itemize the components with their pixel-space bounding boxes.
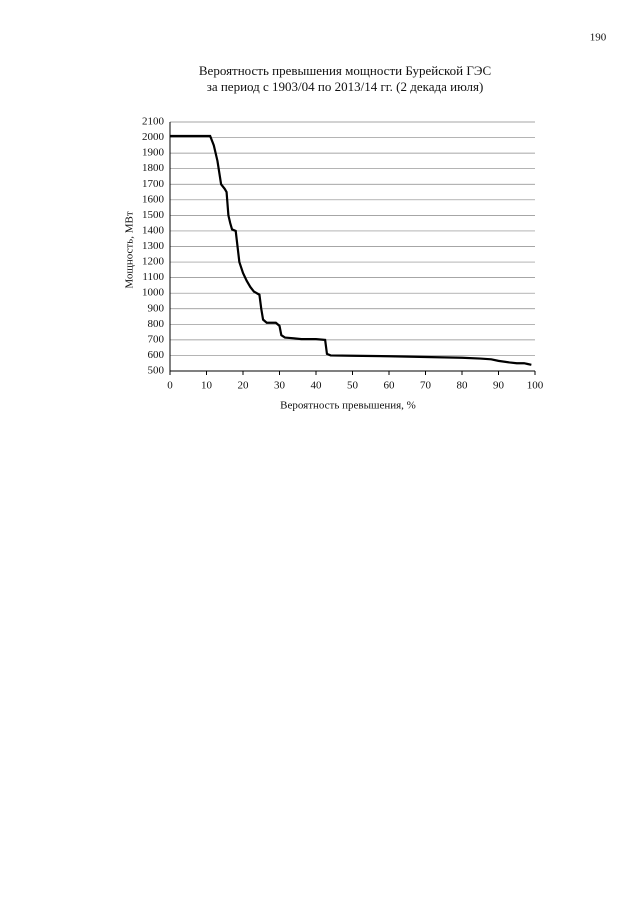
y-tick-label: 1600 [142, 193, 165, 205]
x-tick-label: 30 [274, 380, 286, 392]
x-tick-label: 80 [457, 380, 469, 392]
y-tick-label: 1000 [142, 287, 165, 299]
y-tick-label: 2000 [142, 131, 165, 143]
y-tick-label: 700 [148, 333, 165, 345]
y-tick-label: 1400 [142, 224, 165, 236]
x-tick-label: 70 [420, 380, 432, 392]
chart-title: Вероятность превышения мощности Бурейско… [199, 63, 491, 78]
x-tick-label: 90 [493, 380, 505, 392]
y-tick-label: 600 [148, 349, 165, 361]
x-tick-label: 60 [384, 380, 396, 392]
y-tick-label: 1200 [142, 256, 165, 268]
y-tick-label: 2100 [142, 116, 165, 128]
x-tick-label: 20 [238, 380, 250, 392]
x-tick-label: 50 [347, 380, 359, 392]
y-tick-label: 1800 [142, 162, 165, 174]
y-tick-label: 800 [148, 318, 165, 330]
y-tick-label: 1300 [142, 240, 165, 252]
y-tick-label: 1900 [142, 147, 165, 159]
x-axis-label: Вероятность превышения, % [280, 400, 416, 412]
y-axis-label: Мощность, МВт [124, 211, 136, 288]
x-tick-label: 0 [167, 380, 173, 392]
x-tick-label: 40 [311, 380, 323, 392]
y-tick-label: 1100 [142, 271, 164, 283]
y-tick-label: 1700 [142, 178, 165, 190]
page-number: 190 [590, 32, 607, 44]
x-tick-label: 100 [527, 380, 544, 392]
y-tick-label: 1500 [142, 209, 165, 221]
x-tick-label: 10 [201, 380, 213, 392]
y-tick-label: 900 [148, 302, 165, 314]
data-line [170, 134, 532, 366]
y-tick-label: 500 [148, 365, 165, 377]
chart-title: за период с 1903/04 по 2013/14 гг. (2 де… [207, 79, 484, 94]
